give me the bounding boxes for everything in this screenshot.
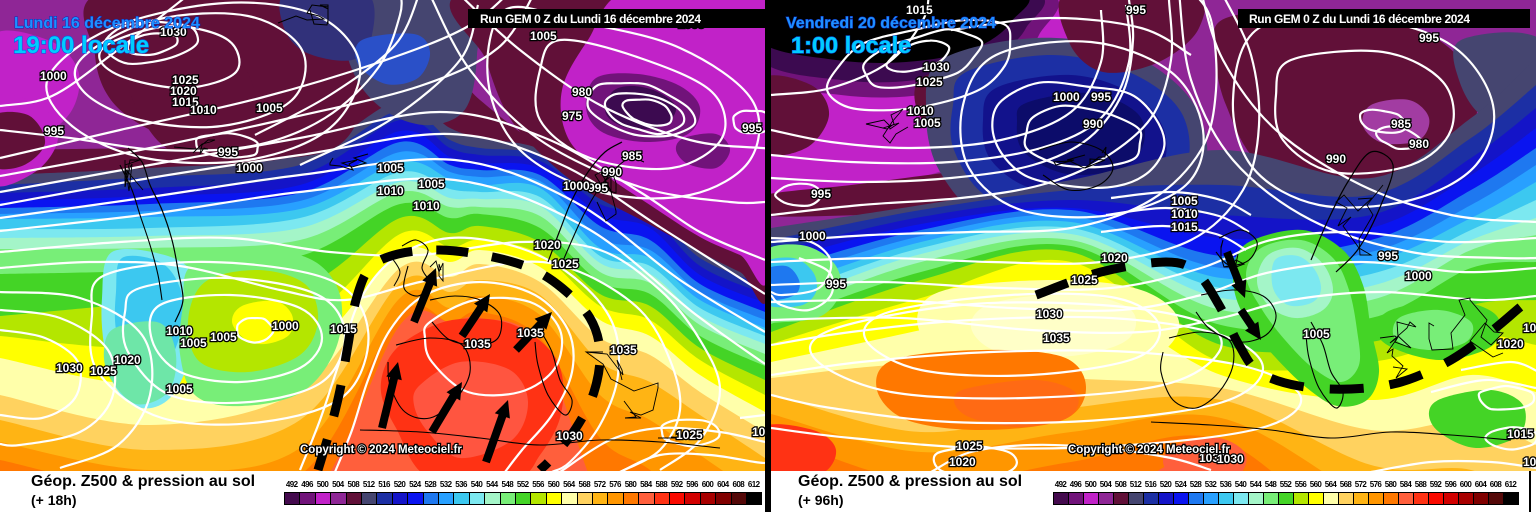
svg-text:1020: 1020 (534, 238, 561, 252)
svg-text:1020: 1020 (114, 353, 141, 367)
svg-text:1030: 1030 (923, 60, 950, 74)
svg-text:1030: 1030 (1199, 451, 1226, 465)
svg-text:980: 980 (572, 85, 592, 99)
svg-text:1035: 1035 (517, 326, 544, 340)
svg-text:1025: 1025 (1523, 321, 1536, 335)
svg-text:1020: 1020 (1497, 337, 1524, 351)
svg-text:995: 995 (1091, 90, 1111, 104)
svg-text:985: 985 (622, 149, 642, 163)
svg-text:995: 995 (588, 181, 608, 195)
svg-text:1025: 1025 (90, 364, 117, 378)
svg-text:1010: 1010 (907, 104, 934, 118)
svg-text:1030: 1030 (556, 429, 583, 443)
svg-text:1030: 1030 (1036, 307, 1063, 321)
svg-text:995: 995 (44, 124, 64, 138)
svg-text:19:00 locale: 19:00 locale (13, 32, 149, 59)
svg-text:1025: 1025 (552, 257, 579, 271)
svg-text:1015: 1015 (906, 3, 933, 17)
svg-text:1010: 1010 (1523, 455, 1536, 469)
svg-text:1000: 1000 (236, 161, 263, 175)
svg-text:975: 975 (562, 109, 582, 123)
svg-text:1035: 1035 (1043, 331, 1070, 345)
svg-text:995: 995 (1419, 31, 1439, 45)
svg-text:1005: 1005 (1171, 194, 1198, 208)
svg-text:980: 980 (1409, 137, 1429, 151)
svg-text:1015: 1015 (330, 322, 357, 336)
svg-text:1020: 1020 (170, 84, 197, 98)
svg-text:1005: 1005 (166, 382, 193, 396)
svg-text:1010: 1010 (413, 199, 440, 213)
svg-text:990: 990 (602, 165, 622, 179)
svg-text:1000: 1000 (272, 319, 299, 333)
svg-text:1010: 1010 (377, 184, 404, 198)
svg-text:1005: 1005 (256, 101, 283, 115)
svg-text:1030: 1030 (1217, 452, 1244, 466)
svg-text:Vendredi 20 décembre 2024: Vendredi 20 décembre 2024 (786, 15, 996, 32)
svg-text:1000: 1000 (799, 229, 826, 243)
svg-text:1000: 1000 (1053, 90, 1080, 104)
svg-text:Lundi 16 décembre 2024: Lundi 16 décembre 2024 (14, 15, 200, 32)
svg-text:1020: 1020 (949, 455, 976, 469)
svg-text:1030: 1030 (160, 25, 187, 39)
svg-text:1000: 1000 (1405, 269, 1432, 283)
svg-text:1005: 1005 (1303, 327, 1330, 341)
svg-text:1010: 1010 (190, 103, 217, 117)
svg-text:1005: 1005 (180, 336, 207, 350)
svg-text:Copyright © 2024 Meteociel.fr: Copyright © 2024 Meteociel.fr (300, 444, 462, 456)
svg-text:1015: 1015 (1171, 220, 1198, 234)
svg-text:1025: 1025 (916, 75, 943, 89)
svg-text:995: 995 (1126, 3, 1146, 17)
svg-text:995: 995 (826, 277, 846, 291)
svg-text:1015: 1015 (1507, 427, 1534, 441)
svg-text:1005: 1005 (418, 177, 445, 191)
svg-text:1025: 1025 (676, 428, 703, 442)
svg-text:Run GEM 0 Z du Lundi 16 décemb: Run GEM 0 Z du Lundi 16 décembre 2024 (480, 12, 701, 26)
svg-text:1030: 1030 (56, 361, 83, 375)
svg-text:1025: 1025 (172, 73, 199, 87)
svg-text:995: 995 (742, 121, 762, 135)
svg-text:990: 990 (1326, 152, 1346, 166)
svg-text:985: 985 (1391, 117, 1411, 131)
svg-text:1010: 1010 (1171, 207, 1198, 221)
svg-text:1005: 1005 (210, 330, 237, 344)
svg-text:1035: 1035 (610, 343, 637, 357)
svg-text:1000: 1000 (40, 69, 67, 83)
svg-text:1025: 1025 (1071, 273, 1098, 287)
svg-text:995: 995 (811, 187, 831, 201)
svg-text:Run GEM 0 Z du Lundi 16 décemb: Run GEM 0 Z du Lundi 16 décembre 2024 (1249, 12, 1470, 26)
svg-text:1035: 1035 (464, 337, 491, 351)
svg-text:1005: 1005 (914, 116, 941, 130)
svg-text:1005: 1005 (530, 29, 557, 43)
svg-text:1:00 locale: 1:00 locale (791, 32, 911, 58)
svg-text:1005: 1005 (377, 161, 404, 175)
svg-text:10: 10 (752, 425, 765, 439)
svg-text:995: 995 (218, 145, 238, 159)
svg-text:Copyright © 2024 Meteociel.fr: Copyright © 2024 Meteociel.fr (1068, 444, 1230, 456)
svg-text:1025: 1025 (956, 439, 983, 453)
svg-text:1000: 1000 (563, 179, 590, 193)
svg-text:1015: 1015 (172, 95, 199, 109)
svg-text:1020: 1020 (1101, 251, 1128, 265)
svg-text:990: 990 (1083, 117, 1103, 131)
svg-text:995: 995 (1378, 249, 1398, 263)
svg-text:1010: 1010 (166, 324, 193, 338)
